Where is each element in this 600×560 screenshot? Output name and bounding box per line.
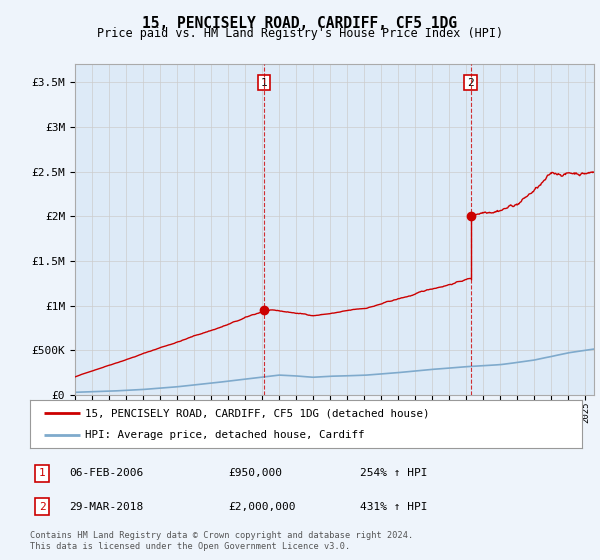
Text: 1: 1 — [260, 78, 267, 87]
Text: 2: 2 — [467, 78, 474, 87]
Text: Contains HM Land Registry data © Crown copyright and database right 2024.: Contains HM Land Registry data © Crown c… — [30, 531, 413, 540]
Text: 06-FEB-2006: 06-FEB-2006 — [69, 468, 143, 478]
Text: £950,000: £950,000 — [228, 468, 282, 478]
Text: 15, PENCISELY ROAD, CARDIFF, CF5 1DG (detached house): 15, PENCISELY ROAD, CARDIFF, CF5 1DG (de… — [85, 408, 430, 418]
Text: 15, PENCISELY ROAD, CARDIFF, CF5 1DG: 15, PENCISELY ROAD, CARDIFF, CF5 1DG — [143, 16, 458, 31]
Text: Price paid vs. HM Land Registry's House Price Index (HPI): Price paid vs. HM Land Registry's House … — [97, 27, 503, 40]
Text: 254% ↑ HPI: 254% ↑ HPI — [360, 468, 427, 478]
Text: 2: 2 — [38, 502, 46, 512]
Text: HPI: Average price, detached house, Cardiff: HPI: Average price, detached house, Card… — [85, 430, 365, 440]
Text: 1: 1 — [38, 468, 46, 478]
Text: 29-MAR-2018: 29-MAR-2018 — [69, 502, 143, 512]
Text: £2,000,000: £2,000,000 — [228, 502, 296, 512]
Text: This data is licensed under the Open Government Licence v3.0.: This data is licensed under the Open Gov… — [30, 542, 350, 551]
Text: 431% ↑ HPI: 431% ↑ HPI — [360, 502, 427, 512]
